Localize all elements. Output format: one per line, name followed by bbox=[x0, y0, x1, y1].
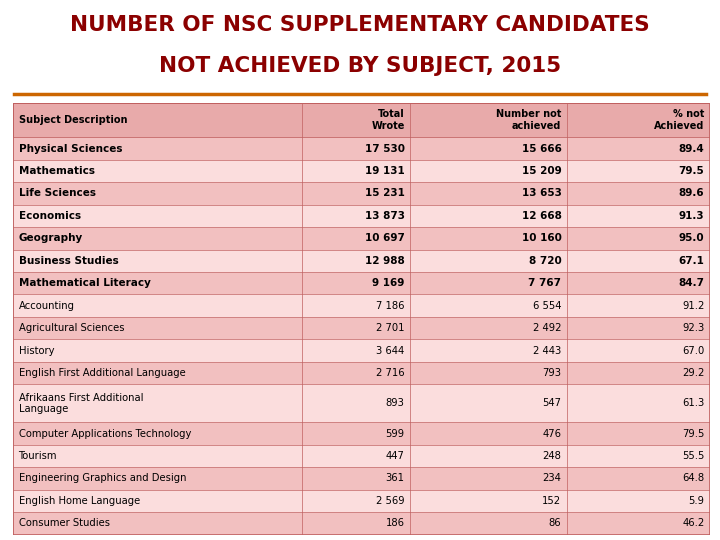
Text: 29.2: 29.2 bbox=[682, 368, 704, 378]
Text: NOT ACHIEVED BY SUBJECT, 2015: NOT ACHIEVED BY SUBJECT, 2015 bbox=[159, 56, 561, 76]
Text: 5.9: 5.9 bbox=[688, 496, 704, 506]
Text: 89.6: 89.6 bbox=[679, 188, 704, 199]
Text: English First Additional Language: English First Additional Language bbox=[19, 368, 185, 378]
Text: 152: 152 bbox=[542, 496, 562, 506]
Text: 7 186: 7 186 bbox=[376, 301, 405, 310]
Text: 3 644: 3 644 bbox=[377, 346, 405, 355]
Text: 10 697: 10 697 bbox=[365, 233, 405, 244]
Text: 12 988: 12 988 bbox=[365, 256, 405, 266]
Bar bbox=[13, 205, 710, 227]
Bar bbox=[13, 272, 710, 294]
Bar bbox=[13, 362, 710, 384]
Text: Total
Wrote: Total Wrote bbox=[372, 109, 405, 131]
Text: 2 569: 2 569 bbox=[376, 496, 405, 506]
Text: 15 231: 15 231 bbox=[365, 188, 405, 199]
Text: Number not
achieved: Number not achieved bbox=[496, 109, 562, 131]
Text: Life Sciences: Life Sciences bbox=[19, 188, 96, 199]
Text: 793: 793 bbox=[542, 368, 562, 378]
Bar bbox=[13, 384, 710, 422]
Text: 46.2: 46.2 bbox=[682, 518, 704, 528]
Text: 599: 599 bbox=[385, 429, 405, 438]
Text: 67.1: 67.1 bbox=[678, 256, 704, 266]
Text: 8 720: 8 720 bbox=[528, 256, 562, 266]
Text: 86: 86 bbox=[549, 518, 562, 528]
Text: 17 530: 17 530 bbox=[364, 144, 405, 153]
Text: 91.2: 91.2 bbox=[682, 301, 704, 310]
Text: 476: 476 bbox=[542, 429, 562, 438]
Text: 15 209: 15 209 bbox=[522, 166, 562, 176]
Text: 447: 447 bbox=[386, 451, 405, 461]
Text: % not
Achieved: % not Achieved bbox=[654, 109, 704, 131]
Bar bbox=[13, 490, 710, 512]
Text: Consumer Studies: Consumer Studies bbox=[19, 518, 109, 528]
Text: 19 131: 19 131 bbox=[365, 166, 405, 176]
Text: 6 554: 6 554 bbox=[533, 301, 562, 310]
Text: 13 873: 13 873 bbox=[364, 211, 405, 221]
Text: 64.8: 64.8 bbox=[683, 474, 704, 483]
Text: Computer Applications Technology: Computer Applications Technology bbox=[19, 429, 191, 438]
Text: Subject Description: Subject Description bbox=[19, 115, 127, 125]
Text: History: History bbox=[19, 346, 54, 355]
Text: 7 767: 7 767 bbox=[528, 278, 562, 288]
Text: 79.5: 79.5 bbox=[682, 429, 704, 438]
Text: 15 666: 15 666 bbox=[521, 144, 562, 153]
Text: NUMBER OF NSC SUPPLEMENTARY CANDIDATES: NUMBER OF NSC SUPPLEMENTARY CANDIDATES bbox=[70, 15, 650, 35]
Text: 89.4: 89.4 bbox=[678, 144, 704, 153]
Bar bbox=[13, 160, 710, 183]
Bar bbox=[13, 445, 710, 467]
Text: 248: 248 bbox=[543, 451, 562, 461]
Text: Agricultural Sciences: Agricultural Sciences bbox=[19, 323, 124, 333]
Text: English Home Language: English Home Language bbox=[19, 496, 140, 506]
Text: 92.3: 92.3 bbox=[682, 323, 704, 333]
Bar bbox=[13, 103, 710, 137]
Text: 55.5: 55.5 bbox=[682, 451, 704, 461]
Text: Mathematics: Mathematics bbox=[19, 166, 94, 176]
Text: 67.0: 67.0 bbox=[682, 346, 704, 355]
Text: 547: 547 bbox=[542, 399, 562, 408]
Text: 84.7: 84.7 bbox=[678, 278, 704, 288]
Text: Physical Sciences: Physical Sciences bbox=[19, 144, 122, 153]
Text: 95.0: 95.0 bbox=[679, 233, 704, 244]
Bar bbox=[13, 249, 710, 272]
Text: Engineering Graphics and Design: Engineering Graphics and Design bbox=[19, 474, 186, 483]
Text: Tourism: Tourism bbox=[19, 451, 57, 461]
Text: 9 169: 9 169 bbox=[372, 278, 405, 288]
Text: 12 668: 12 668 bbox=[521, 211, 562, 221]
Text: 91.3: 91.3 bbox=[679, 211, 704, 221]
Text: Afrikaans First Additional
Language: Afrikaans First Additional Language bbox=[19, 393, 143, 414]
Text: 79.5: 79.5 bbox=[678, 166, 704, 176]
Text: 61.3: 61.3 bbox=[682, 399, 704, 408]
Bar bbox=[13, 422, 710, 445]
Text: 10 160: 10 160 bbox=[521, 233, 562, 244]
Bar bbox=[13, 137, 710, 160]
Text: 2 716: 2 716 bbox=[376, 368, 405, 378]
Text: 234: 234 bbox=[543, 474, 562, 483]
Bar bbox=[13, 183, 710, 205]
Bar bbox=[13, 467, 710, 490]
Text: 2 492: 2 492 bbox=[533, 323, 562, 333]
Text: 361: 361 bbox=[386, 474, 405, 483]
Text: 186: 186 bbox=[386, 518, 405, 528]
Bar bbox=[13, 227, 710, 249]
Bar bbox=[13, 512, 710, 535]
Text: 13 653: 13 653 bbox=[521, 188, 562, 199]
Bar bbox=[13, 339, 710, 362]
Text: 2 701: 2 701 bbox=[376, 323, 405, 333]
Text: Business Studies: Business Studies bbox=[19, 256, 118, 266]
Text: 893: 893 bbox=[386, 399, 405, 408]
Text: Geography: Geography bbox=[19, 233, 83, 244]
Text: 2 443: 2 443 bbox=[534, 346, 562, 355]
Bar bbox=[13, 317, 710, 339]
Bar bbox=[13, 294, 710, 317]
Text: Economics: Economics bbox=[19, 211, 81, 221]
Text: Mathematical Literacy: Mathematical Literacy bbox=[19, 278, 150, 288]
Text: Accounting: Accounting bbox=[19, 301, 75, 310]
